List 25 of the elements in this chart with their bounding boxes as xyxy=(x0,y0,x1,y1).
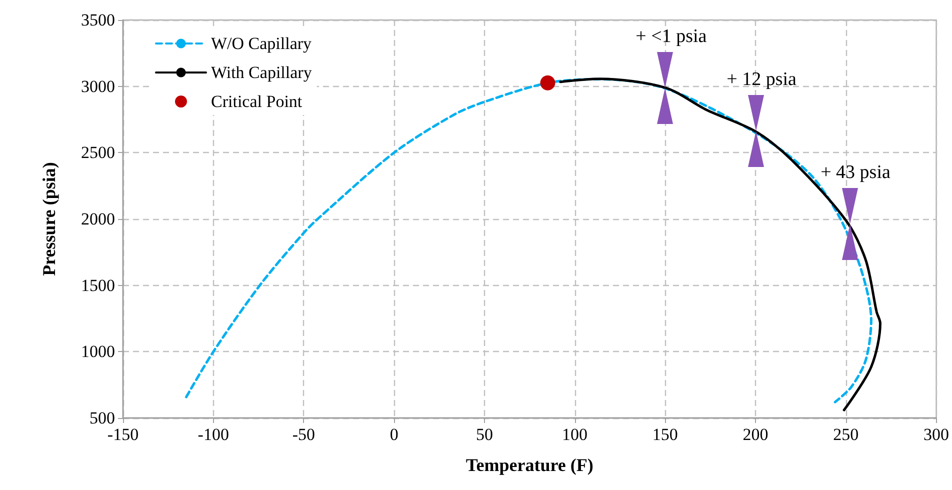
y-tick-label: 500 xyxy=(90,408,115,428)
y-tick-label: 3500 xyxy=(81,10,115,30)
y-tick-label: 2500 xyxy=(81,143,115,162)
y-tick-label: 2000 xyxy=(81,210,115,228)
y-tick-label: 1000 xyxy=(81,342,115,362)
x-tick-label: 300 xyxy=(924,425,949,444)
annotation: + 12 psia xyxy=(726,69,796,92)
x-tick-label: -150 xyxy=(107,425,139,444)
x-axis-title: Temperature (F) xyxy=(466,455,594,475)
legend-label: W/O Capillary xyxy=(211,34,312,53)
annotation: + 43 psia xyxy=(820,162,890,184)
x-tick-label: 0 xyxy=(390,425,398,444)
x-tick-label: 250 xyxy=(833,425,859,444)
x-tick-label: -100 xyxy=(198,425,229,444)
x-tick-label: 200 xyxy=(742,425,768,444)
x-tick-label: 100 xyxy=(562,425,588,444)
x-tick-label: -50 xyxy=(292,425,316,444)
legend-label: Critical Point xyxy=(211,92,302,111)
y-axis-title: Pressure (psia) xyxy=(39,162,59,276)
x-tick-label: 150 xyxy=(652,425,678,444)
annotation: + <1 psia xyxy=(636,26,707,48)
legend-label: With Capillary xyxy=(211,63,312,82)
x-tick-label: 50 xyxy=(476,425,493,444)
y-tick-label: 3000 xyxy=(81,76,115,96)
y-tick-label: 1500 xyxy=(81,276,115,295)
